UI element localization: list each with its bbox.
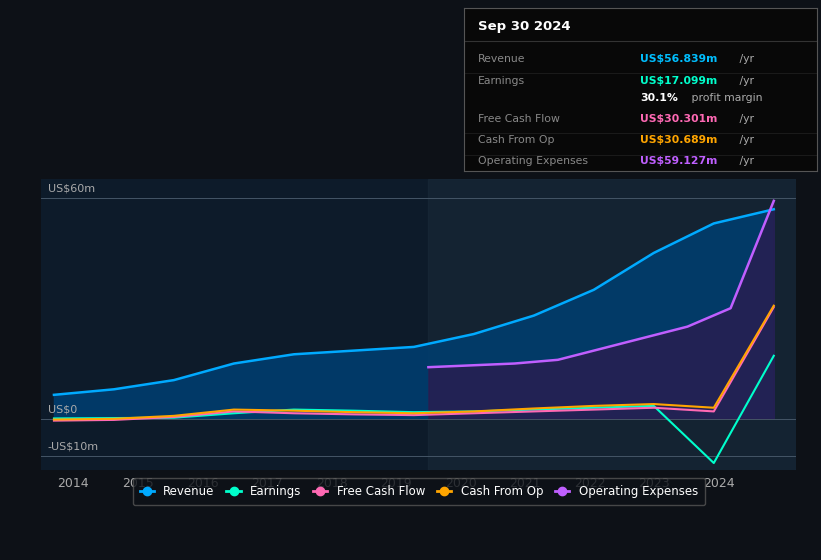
Text: /yr: /yr bbox=[736, 156, 754, 166]
Text: US$60m: US$60m bbox=[48, 183, 94, 193]
Text: Sep 30 2024: Sep 30 2024 bbox=[478, 20, 571, 33]
Legend: Revenue, Earnings, Free Cash Flow, Cash From Op, Operating Expenses: Revenue, Earnings, Free Cash Flow, Cash … bbox=[132, 478, 705, 505]
Text: US$56.839m: US$56.839m bbox=[640, 54, 718, 64]
Text: US$17.099m: US$17.099m bbox=[640, 77, 718, 86]
Text: US$30.689m: US$30.689m bbox=[640, 135, 718, 145]
Text: Free Cash Flow: Free Cash Flow bbox=[478, 114, 560, 124]
Text: /yr: /yr bbox=[736, 135, 754, 145]
Text: profit margin: profit margin bbox=[688, 93, 763, 102]
Text: /yr: /yr bbox=[736, 54, 754, 64]
Text: Revenue: Revenue bbox=[478, 54, 525, 64]
Text: /yr: /yr bbox=[736, 114, 754, 124]
Text: -US$10m: -US$10m bbox=[48, 441, 99, 451]
Text: US$30.301m: US$30.301m bbox=[640, 114, 718, 124]
Text: Earnings: Earnings bbox=[478, 77, 525, 86]
Text: Cash From Op: Cash From Op bbox=[478, 135, 554, 145]
Text: 30.1%: 30.1% bbox=[640, 93, 678, 102]
Text: US$0: US$0 bbox=[48, 404, 76, 414]
Text: Operating Expenses: Operating Expenses bbox=[478, 156, 588, 166]
Bar bbox=[429, 179, 796, 470]
Text: /yr: /yr bbox=[736, 77, 754, 86]
Text: US$59.127m: US$59.127m bbox=[640, 156, 718, 166]
